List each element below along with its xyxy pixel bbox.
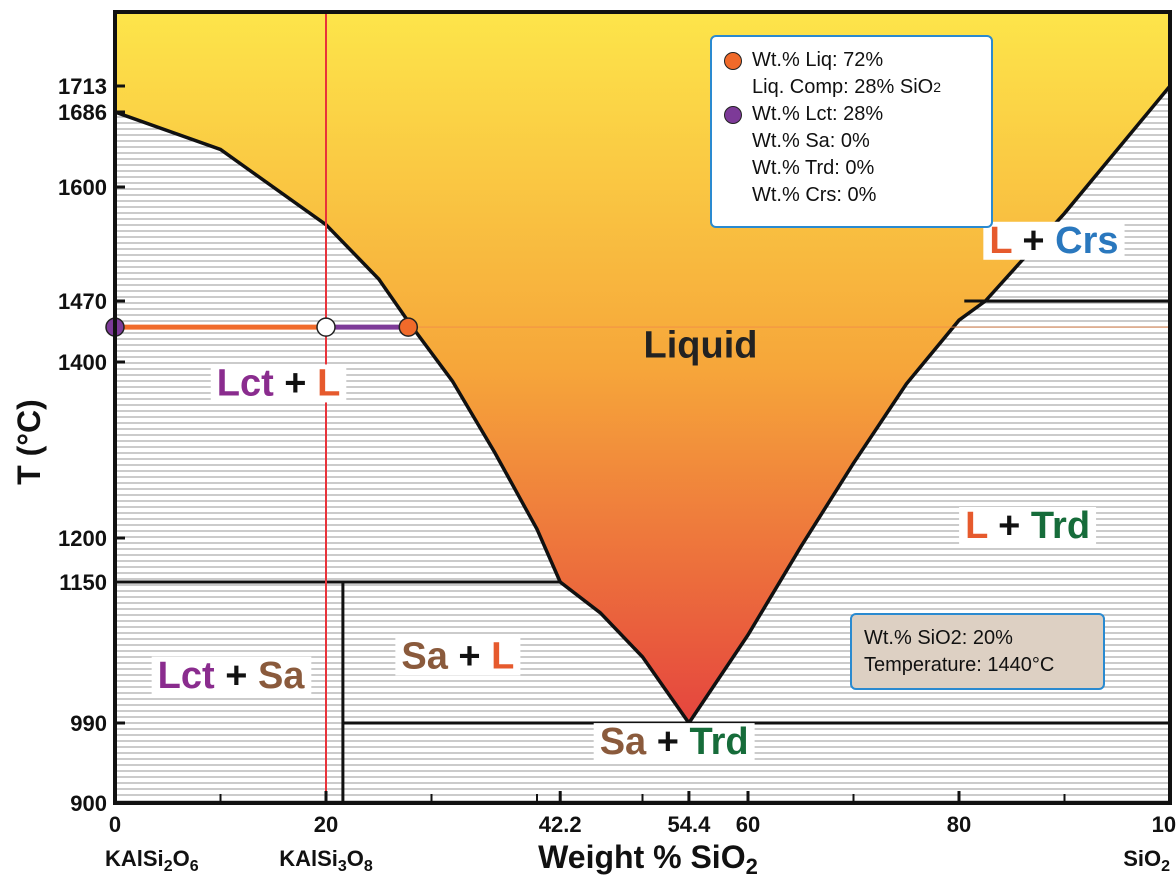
field-label-l-trd: L + Trd <box>959 505 1097 547</box>
y-tick-label-2: 1150 <box>59 570 107 595</box>
field-label-text: Lct + Sa <box>158 655 306 697</box>
field-label-sa-l: Sa + L <box>395 635 521 677</box>
x-tick-label-4: 60 <box>736 812 760 837</box>
field-label-liquid: Liquid <box>644 325 758 367</box>
cristobalite-fraction-row: Wt.% Crs: 0% <box>724 182 979 209</box>
leucite-fraction-text: Wt.% Lct: 28% <box>752 103 884 125</box>
field-label-part: L <box>965 505 988 547</box>
field-label-part: L <box>317 362 340 404</box>
field-label-lct-l: Lct + L <box>210 362 347 404</box>
field-label-part: L <box>989 220 1012 262</box>
x-tick-label-1: 20 <box>314 812 338 837</box>
x-tick-label-2: 42.2 <box>539 812 582 837</box>
field-label-part: Trd <box>1031 505 1090 547</box>
sanidine-fraction-text: Wt.% Sa: 0% <box>752 130 870 152</box>
field-label-part: + <box>988 505 1031 547</box>
temperature-readout: Temperature: 1440°C <box>864 654 1055 676</box>
phase-proportions-panel: Wt.% Liq: 72% Liq. Comp: 28% SiO 2 Wt.% L… <box>710 35 993 228</box>
x-tick-label-3: 54.4 <box>668 812 712 837</box>
leucite-fraction-row: Wt.% Lct: 28% <box>724 101 979 128</box>
end-member-label-0: KAlSi2O6 <box>105 846 199 875</box>
field-label-part: Crs <box>1055 220 1118 262</box>
end-member-label-part: SiO <box>1123 846 1161 871</box>
axis-ticks: 0 20 42.2 54.4 60 80 100 900 990 1150 1200 1400 1470… <box>58 74 1176 875</box>
field-label-part: + <box>646 721 689 763</box>
sanidine-fraction-row: Wt.% Sa: 0% <box>724 128 979 155</box>
field-label-part: Sa <box>258 655 305 697</box>
x-tick-label-0: 0 <box>109 812 121 837</box>
field-label-sa-trd: Sa + Trd <box>593 721 755 763</box>
field-label-background <box>395 637 521 676</box>
y-tick-label-6: 1600 <box>58 175 107 200</box>
tie-line <box>105 317 419 337</box>
field-label-part: + <box>1012 220 1055 262</box>
tridymite-fraction-text: Wt.% Trd: 0% <box>752 157 875 179</box>
liquid-composition-subscript: 2 <box>933 79 941 95</box>
end-member-label-part: KAlSi <box>279 846 338 871</box>
end-member-label-part: O <box>173 846 190 871</box>
field-label-part: L <box>491 635 514 677</box>
end-member-label-part: 2 <box>164 858 173 875</box>
x-tick-label-6: 100 <box>1152 812 1176 837</box>
field-label-part: Sa <box>401 635 448 677</box>
field-label-part: Sa <box>600 721 647 763</box>
field-label-text: L + Crs <box>989 220 1118 262</box>
liquid-marker-icon <box>724 51 742 70</box>
field-label-text: Sa + Trd <box>600 721 749 763</box>
field-label-background <box>210 364 347 403</box>
sio2-readout: Wt.% SiO2: 20% <box>864 627 1013 649</box>
end-member-label-part: 6 <box>190 858 199 875</box>
cristobalite-fraction-text: Wt.% Crs: 0% <box>752 184 877 206</box>
y-tick-label-8: 1713 <box>58 74 107 99</box>
solid-marker-icon <box>724 105 742 124</box>
field-label-text: Liquid <box>644 325 758 367</box>
liquid-composition-text: Liq. Comp: 28% SiO <box>752 76 934 98</box>
end-member-label-part: 3 <box>338 858 347 875</box>
liquidus-curve <box>114 84 1172 727</box>
liquid-composition-row: Liq. Comp: 28% SiO 2 <box>724 74 979 101</box>
y-tick-label-1: 990 <box>70 711 107 736</box>
field-label-part: Trd <box>689 721 748 763</box>
field-label-background <box>593 723 755 762</box>
end-member-label-part: 8 <box>364 858 373 875</box>
field-label-lct-sa: Lct + Sa <box>151 655 312 697</box>
liquid-fraction-text: Wt.% Liq: 72% <box>752 49 884 71</box>
end-member-label-part: 2 <box>1161 858 1170 875</box>
field-label-text: Sa + L <box>401 635 514 677</box>
field-label-text: Lct + L <box>217 362 341 404</box>
end-member-label-part: KAlSi <box>105 846 164 871</box>
y-tick-label-3: 1200 <box>58 526 107 551</box>
field-label-part: Lct <box>217 362 274 404</box>
y-tick-label-4: 1400 <box>58 350 107 375</box>
end-member-label-2: SiO2 <box>1123 846 1170 875</box>
tridymite-fraction-row: Wt.% Trd: 0% <box>724 155 979 182</box>
y-axis-title: T (°C) <box>11 399 47 485</box>
field-label-part: + <box>448 635 491 677</box>
y-tick-label-5: 1470 <box>58 289 107 314</box>
end-member-label-1: KAlSi3O8 <box>279 846 373 875</box>
x-axis-title: Weight % SiO2 <box>538 839 758 879</box>
field-label-part: Lct <box>158 655 215 697</box>
x-tick-label-5: 80 <box>947 812 971 837</box>
field-label-l-crs: L + Crs <box>983 220 1125 262</box>
liquid-fraction-row: Wt.% Liq: 72% <box>724 47 979 74</box>
phase-boundaries <box>115 299 1170 803</box>
field-label-text: L + Trd <box>965 505 1090 547</box>
field-label-part: Liquid <box>644 325 758 367</box>
field-label-part: + <box>215 655 258 697</box>
y-tick-label-7: 1686 <box>58 100 107 125</box>
field-label-background <box>151 656 312 695</box>
end-member-label-part: O <box>347 846 364 871</box>
liquid-composition-marker <box>398 317 419 337</box>
field-label-background <box>959 507 1097 545</box>
y-tick-label-0: 900 <box>70 791 107 816</box>
conditions-panel: Wt.% SiO2: 20% Temperature: 1440°C <box>850 613 1105 690</box>
field-label-part: + <box>274 362 317 404</box>
field-label-background <box>983 221 1125 260</box>
bulk-composition-marker <box>316 317 336 337</box>
